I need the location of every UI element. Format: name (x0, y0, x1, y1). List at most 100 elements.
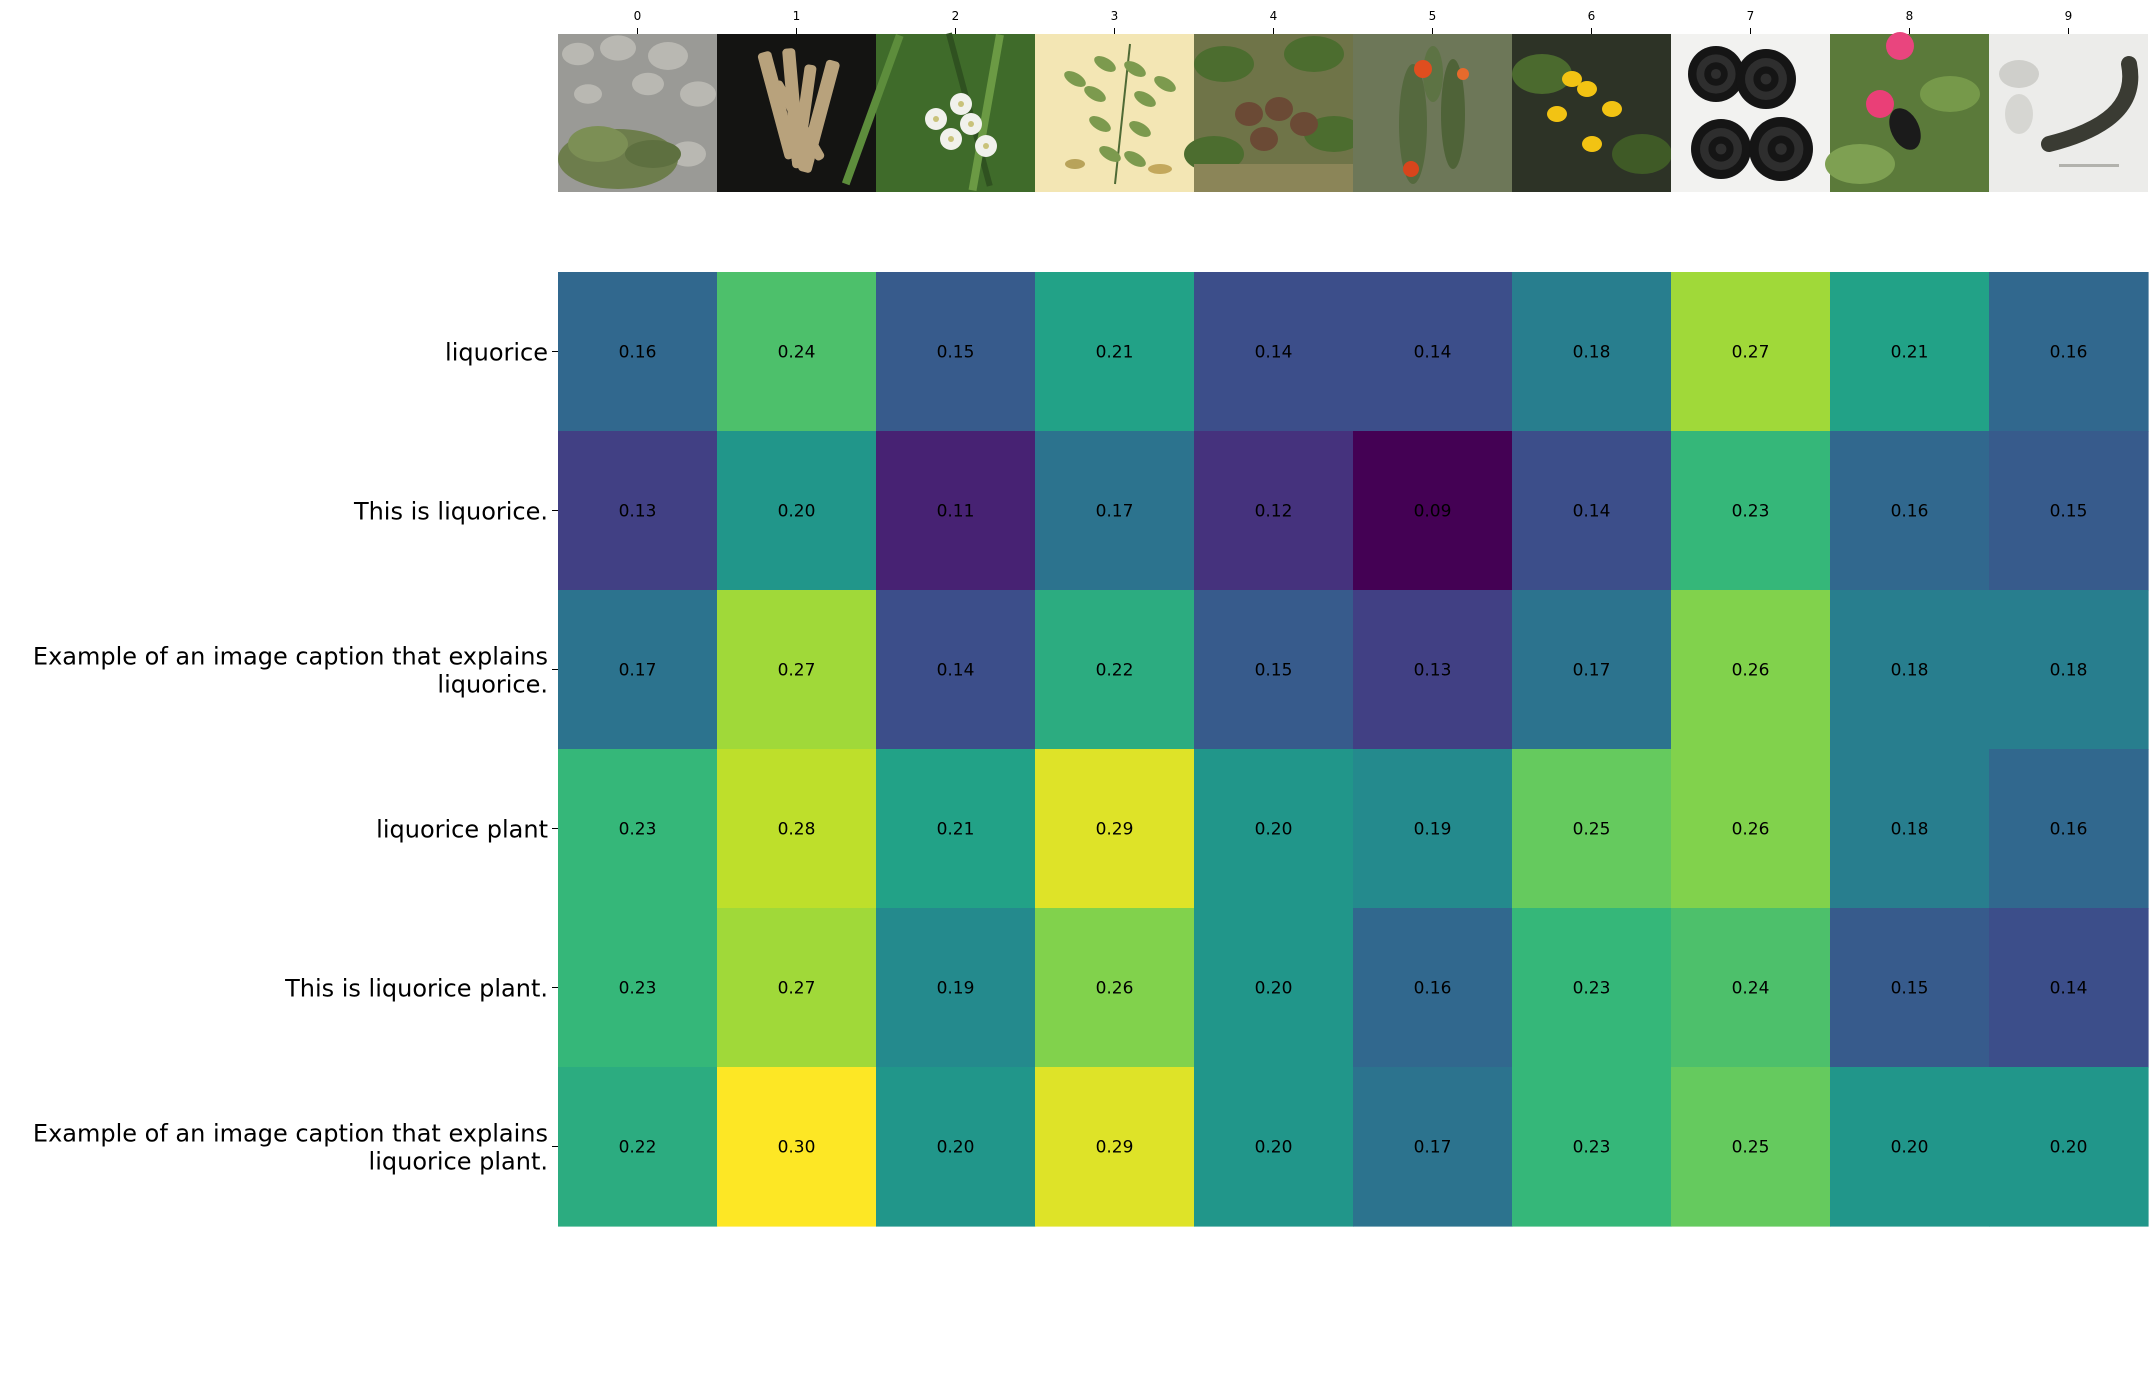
row-tick-label: liquorice plant (376, 816, 548, 844)
heatmap-cell (1512, 431, 1672, 591)
heatmap-cell (1512, 908, 1672, 1068)
heatmap-cell-value: 0.20 (1255, 1138, 1293, 1158)
heatmap-cell (876, 1067, 1036, 1227)
heatmap-cell (1989, 431, 2149, 591)
heatmap-cell-value: 0.18 (1891, 820, 1929, 840)
heatmap-cell (1194, 908, 1354, 1068)
row-tick-label: Example of an image caption that explain… (33, 1120, 548, 1176)
column-tick-label: 5 (1429, 9, 1437, 23)
heatmap-cell-value: 0.16 (2050, 820, 2088, 840)
heatmap-cell (1035, 749, 1195, 909)
column-tick-label: 3 (1111, 9, 1119, 23)
row-tick-label-line: Example of an image caption that explain… (33, 1120, 548, 1148)
heatmap-cell (1194, 272, 1354, 432)
heatmap-cell (1353, 908, 1513, 1068)
heatmap-cell-value: 0.14 (1414, 343, 1452, 363)
row-tick-label-line: liquorice plant. (369, 1148, 548, 1176)
heatmap-cell-value: 0.27 (778, 979, 816, 999)
heatmap-cell-value: 0.12 (1255, 502, 1293, 522)
heatmap-cell-value: 0.27 (778, 661, 816, 681)
heatmap-cell (717, 431, 877, 591)
heatmap-cell-value: 0.23 (619, 820, 657, 840)
row-tick-label: This is liquorice plant. (284, 975, 548, 1003)
heatmap-cell-value: 0.17 (619, 661, 657, 681)
heatmap-cell (1353, 1067, 1513, 1227)
botanical-illustration-liquorice-plant-thumbnail (1035, 34, 1194, 192)
heatmap-cell (558, 590, 718, 750)
heatmap-cell-value: 0.21 (937, 820, 975, 840)
column-tick-label: 6 (1588, 9, 1596, 23)
heatmap-cell-value: 0.25 (1573, 820, 1611, 840)
heatmap-cell (1353, 749, 1513, 909)
heatmap-cell-value: 0.14 (2050, 979, 2088, 999)
heatmap-cell (876, 431, 1036, 591)
column-tick-label: 7 (1747, 9, 1755, 23)
heatmap-cell-value: 0.14 (1573, 502, 1611, 522)
black-liquorice-wheels-thumbnail (1671, 34, 1830, 192)
scientific-illustration-leech-thumbnail (1989, 34, 2148, 192)
heatmap-cell-value: 0.20 (1255, 979, 1293, 999)
row-tick-label: Example of an image caption that explain… (33, 643, 548, 699)
heatmap-cell-value: 0.28 (778, 820, 816, 840)
heatmap-cell-value: 0.11 (937, 502, 975, 522)
column-tick-label: 1 (793, 9, 801, 23)
heatmap-cell (876, 749, 1036, 909)
heatmap-cell (1671, 749, 1831, 909)
heatmap-cell-value: 0.24 (1732, 979, 1770, 999)
heatmap-cell-value: 0.23 (1732, 502, 1770, 522)
heatmap-cell-value: 0.21 (1096, 343, 1134, 363)
heatmap-cell (1671, 590, 1831, 750)
heatmap-cell-value: 0.13 (619, 502, 657, 522)
heatmap-cell-value: 0.17 (1573, 661, 1611, 681)
heatmap-cell-value: 0.30 (778, 1138, 816, 1158)
heatmap-cell-value: 0.17 (1414, 1138, 1452, 1158)
heatmap-cell-value: 0.20 (778, 502, 816, 522)
column-tick-label: 2 (952, 9, 960, 23)
row-tick-label-line: This is liquorice plant. (284, 975, 548, 1003)
heatmap-cell-value: 0.20 (937, 1138, 975, 1158)
row-tick-label-line: liquorice plant (376, 816, 548, 844)
heatmap-cell (1512, 590, 1672, 750)
heatmap-cell (1353, 272, 1513, 432)
heatmap-cell (876, 590, 1036, 750)
heatmap-cell-value: 0.29 (1096, 1138, 1134, 1158)
heatmap-cell (717, 590, 877, 750)
cactus-with-red-flower-thumbnail (1353, 34, 1512, 192)
heatmap-cell-value: 0.18 (2050, 661, 2088, 681)
column-tick-label: 0 (634, 9, 642, 23)
heatmap-cell (1671, 1067, 1831, 1227)
heatmap-cell (1035, 590, 1195, 750)
heatmap-cell (1353, 590, 1513, 750)
heatmap-cell-value: 0.17 (1096, 502, 1134, 522)
heatmap-cell-value: 0.20 (1891, 1138, 1929, 1158)
heatmap-cell-value: 0.16 (1414, 979, 1452, 999)
heatmap-cell-value: 0.22 (619, 1138, 657, 1158)
heatmap-cell-value: 0.24 (778, 343, 816, 363)
heatmap-cell (1194, 431, 1354, 591)
column-tick-label: 8 (1906, 9, 1914, 23)
heatmap-cell-value: 0.14 (937, 661, 975, 681)
pebbles-with-small-plant-thumbnail (558, 34, 717, 192)
heatmap-cell (1830, 590, 1990, 750)
heatmap-cell (1194, 749, 1354, 909)
heatmap-cell (1512, 272, 1672, 432)
heatmap-cell-value: 0.19 (1414, 820, 1452, 840)
heatmap-cell-value: 0.16 (2050, 343, 2088, 363)
heatmap-cell (558, 272, 718, 432)
heatmap-cell (717, 908, 877, 1068)
row-tick-label-line: Example of an image caption that explain… (33, 643, 548, 671)
heatmap-cell (558, 431, 718, 591)
heatmap-cell-value: 0.09 (1414, 502, 1452, 522)
row-tick-label-line: liquorice. (437, 671, 548, 699)
heatmap-cell (1830, 908, 1990, 1068)
heatmap-cell (1194, 1067, 1354, 1227)
heatmap-cell-value: 0.22 (1096, 661, 1134, 681)
heatmap-cell-value: 0.21 (1891, 343, 1929, 363)
heatmap-cell (1671, 908, 1831, 1068)
heatmap-cell (1353, 431, 1513, 591)
heatmap-cell-value: 0.15 (1891, 979, 1929, 999)
heatmap-cell (1989, 749, 2149, 909)
heatmap-cell (1830, 749, 1990, 909)
row-tick-label-line: This is liquorice. (353, 498, 548, 526)
heatmap-cell-value: 0.15 (2050, 502, 2088, 522)
